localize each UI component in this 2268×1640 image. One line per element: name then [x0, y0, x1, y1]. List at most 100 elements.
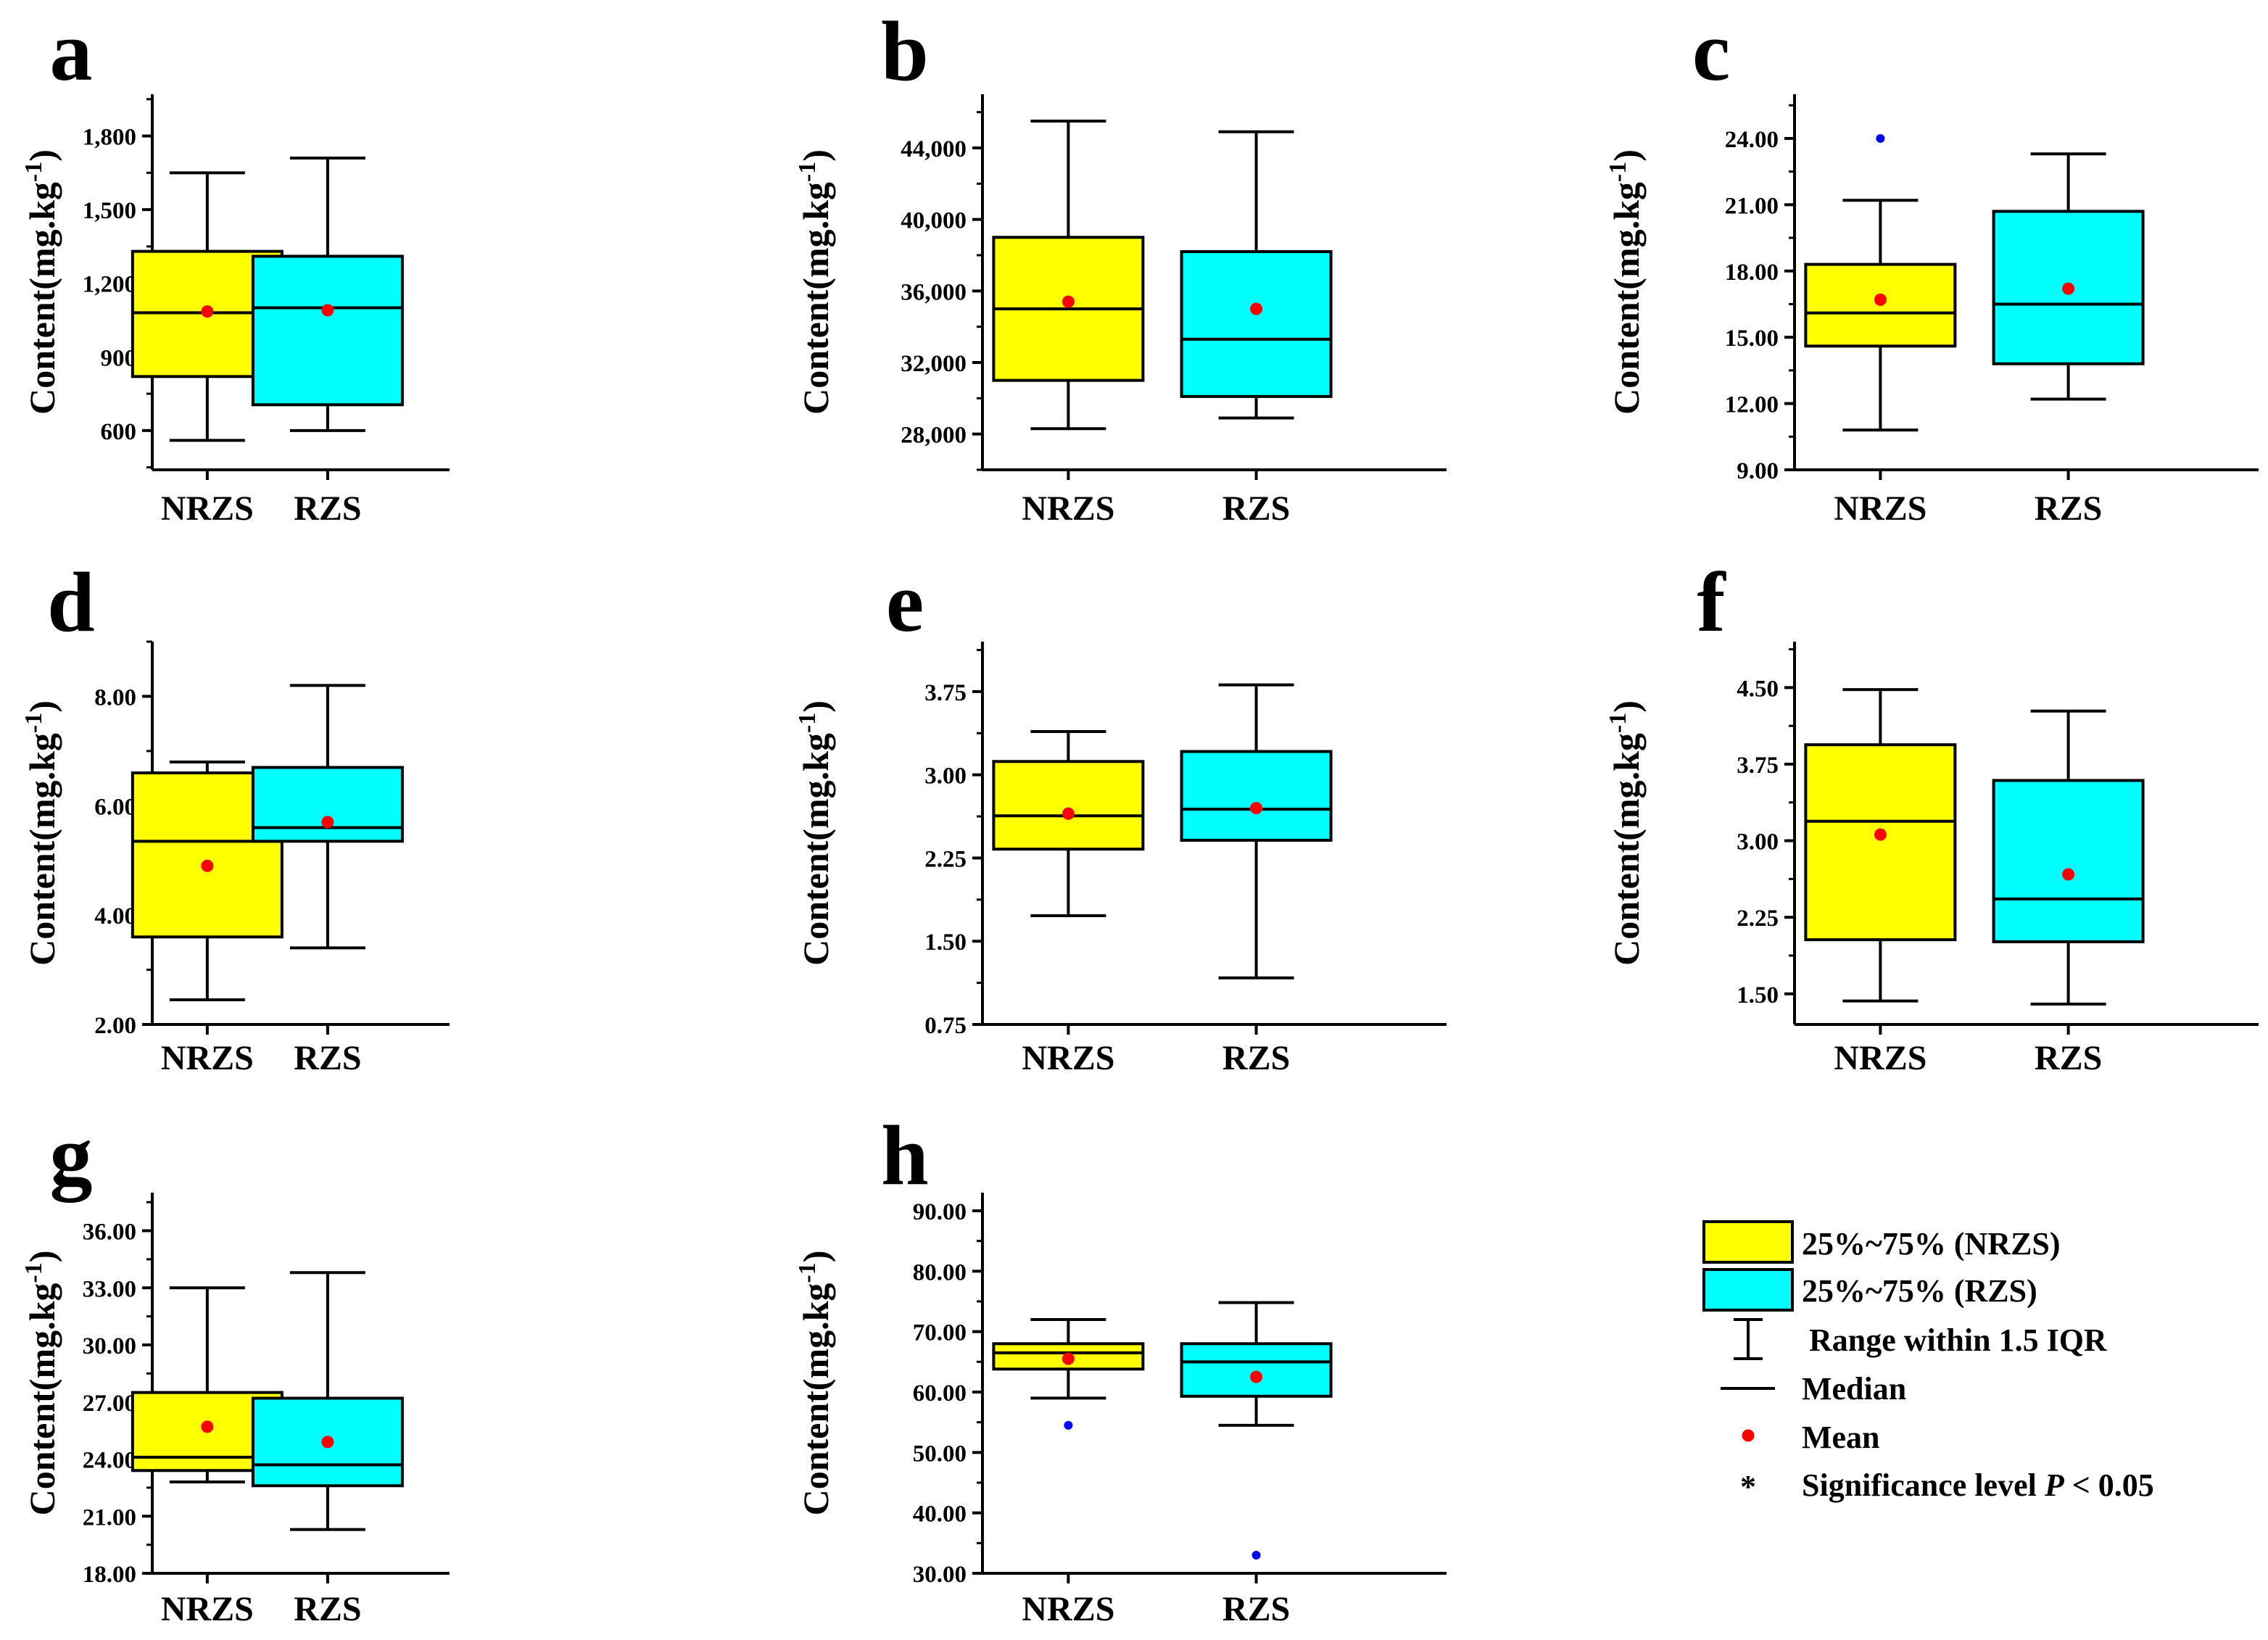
legend-significance-symbol: * — [1740, 1469, 1756, 1504]
y-tick-label: 1,500 — [83, 198, 136, 224]
legend-swatch-nrzs — [1702, 1220, 1794, 1264]
box-rzs — [1180, 683, 1333, 980]
y-tick-label: 2.00 — [94, 1013, 136, 1039]
x-category-label: NRZS — [161, 1590, 254, 1628]
panel-h: h 30.00 40.00 50.00 60.00 70.00 80.00 90.00 Cont… — [794, 1108, 1447, 1628]
y-tick-label: 24.00 — [1725, 127, 1779, 153]
panel-letter: a — [50, 4, 93, 99]
legend-label-whisker: Range within 1.5 IQR — [1809, 1322, 2108, 1358]
y-axis-label: Content(mg.kg-1) — [794, 700, 836, 966]
box-rzs — [1180, 1301, 1333, 1560]
y-tick-label: 3.75 — [1737, 753, 1779, 779]
y-axis-label: Content(mg.kg-1) — [794, 149, 836, 415]
y-tick-label: 32,000 — [901, 351, 967, 377]
iqr-box — [1992, 779, 2145, 943]
box-rzs — [251, 684, 404, 950]
y-tick-label: 44,000 — [901, 136, 967, 162]
y-tick-label: 21.00 — [83, 1504, 136, 1531]
box-rzs — [1180, 130, 1333, 420]
y-tick-label: 18.00 — [83, 1562, 136, 1588]
legend-label-mean: Mean — [1802, 1420, 1880, 1455]
y-tick-label: 40.00 — [913, 1502, 967, 1528]
legend: 25%~75% (NRZS) 25%~75% (RZS) Range within … — [1702, 1220, 2154, 1504]
y-tick-label: 21.00 — [1725, 193, 1779, 219]
mean-point — [1061, 807, 1075, 820]
x-category-label: NRZS — [1022, 1590, 1114, 1628]
panel-letter: c — [1692, 4, 1730, 99]
y-tick-label: 80.00 — [913, 1259, 967, 1285]
y-axis-label: Content(mg.kg-1) — [1605, 700, 1647, 966]
y-tick-label: 600 — [101, 419, 137, 445]
panel-c: c 9.00 12.00 15.00 18.00 21.00 24.00 Content(mg… — [1605, 4, 2259, 528]
y-tick-label: 60.00 — [913, 1380, 967, 1407]
outlier-point — [1876, 133, 1885, 143]
box-rzs — [1992, 709, 2145, 1006]
panel-b: b 28,000 32,000 36,000 40,000 44,000 Content(m… — [794, 4, 1447, 528]
iqr-box — [1804, 743, 1957, 942]
y-tick-label: 40,000 — [901, 208, 967, 234]
box-nrzs — [992, 1318, 1145, 1430]
x-category-label: RZS — [2035, 489, 2102, 528]
y-tick-label: 18.00 — [1725, 260, 1779, 286]
y-tick-label: 2.25 — [924, 846, 967, 872]
y-tick-label: 15.00 — [1725, 326, 1779, 352]
mean-point — [1250, 1370, 1263, 1383]
iqr-box — [992, 760, 1145, 851]
y-tick-label: 8.00 — [94, 684, 136, 711]
y-tick-label: 28,000 — [901, 423, 967, 449]
x-category-label: NRZS — [161, 1039, 254, 1077]
mean-point — [1061, 295, 1075, 308]
x-category-label: RZS — [294, 489, 361, 528]
y-tick-label: 9.00 — [1737, 458, 1779, 484]
iqr-box — [251, 766, 404, 843]
x-category-label: NRZS — [1022, 1039, 1114, 1077]
y-tick-label: 30.00 — [83, 1333, 136, 1359]
x-category-label: NRZS — [1834, 1039, 1926, 1077]
y-tick-label: 30.00 — [913, 1562, 967, 1588]
mean-point — [1250, 802, 1263, 815]
iqr-box — [1180, 1342, 1333, 1398]
mean-point — [1874, 293, 1887, 306]
y-tick-label: 1,200 — [83, 272, 136, 298]
y-tick-label: 36.00 — [83, 1219, 136, 1246]
y-tick-label: 0.75 — [924, 1013, 967, 1039]
box-nrzs — [1804, 133, 1957, 432]
mean-point — [321, 1436, 334, 1449]
legend-label-median: Median — [1802, 1371, 1906, 1407]
y-tick-label: 3.00 — [1737, 829, 1779, 856]
panel-d: d 2.00 4.00 6.00 8.00 Content(mg.kg-1) NRZS RZS — [20, 555, 450, 1077]
x-category-label: NRZS — [1022, 489, 1114, 528]
box-rzs — [251, 157, 404, 432]
iqr-box — [251, 254, 404, 407]
panel-letter: b — [881, 4, 929, 99]
legend-label-nrzs: 25%~75% (NRZS) — [1802, 1226, 2061, 1262]
x-category-label: NRZS — [1834, 489, 1926, 528]
panel-g: g 18.00 21.00 24.00 27.00 30.00 33.00 36.00 Cont… — [20, 1108, 450, 1628]
panel-letter: e — [886, 555, 924, 650]
y-tick-label: 27.00 — [83, 1391, 136, 1417]
legend-swatch-rzs — [1702, 1268, 1794, 1312]
mean-point — [321, 304, 334, 317]
iqr-box — [1180, 750, 1333, 842]
mean-point — [1061, 1352, 1075, 1365]
x-category-label: NRZS — [161, 489, 254, 528]
y-axis-label: Content(mg.kg-1) — [20, 149, 62, 415]
y-tick-label: 3.75 — [924, 680, 967, 706]
mean-point — [201, 1420, 214, 1433]
box-nrzs — [992, 120, 1145, 431]
outlier-point — [1251, 1551, 1261, 1560]
y-tick-label: 2.25 — [1737, 906, 1779, 932]
box-rzs — [251, 1271, 404, 1531]
y-tick-label: 4.50 — [1737, 676, 1779, 702]
y-tick-label: 90.00 — [913, 1199, 967, 1225]
x-category-label: RZS — [1222, 1039, 1290, 1077]
panel-e: e 0.75 1.50 2.25 3.00 3.75 Content(mg.kg-1) NRZ… — [794, 555, 1447, 1077]
panel-letter: f — [1697, 555, 1726, 650]
outlier-point — [1064, 1420, 1073, 1430]
y-tick-label: 36,000 — [901, 279, 967, 305]
y-tick-label: 70.00 — [913, 1320, 967, 1346]
y-tick-label: 24.00 — [83, 1448, 136, 1474]
y-axis-label: Content(mg.kg-1) — [20, 1251, 62, 1516]
panel-a: a 600 900 1,200 1,500 1,800 Content(mg.kg-1) NR… — [20, 4, 450, 528]
